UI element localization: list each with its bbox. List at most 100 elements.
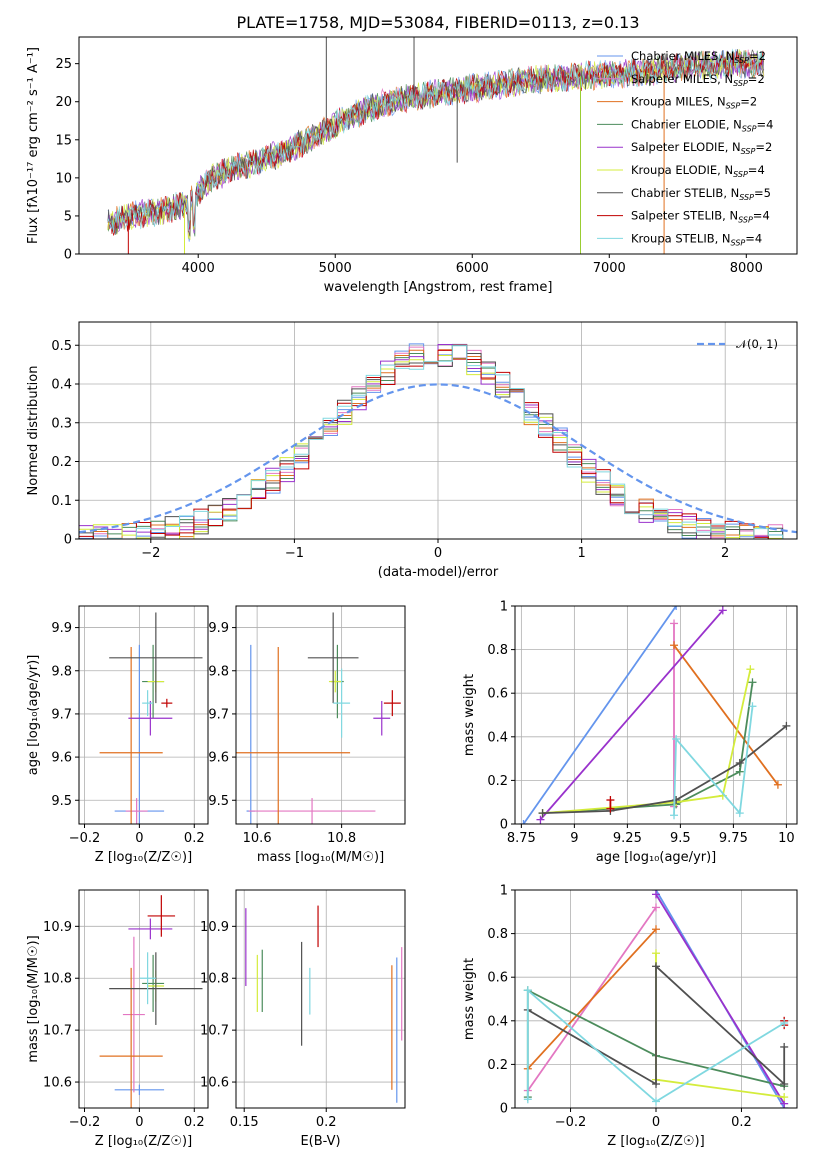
y-tick-label: 0.3 (51, 416, 72, 431)
weight-marker (538, 809, 547, 818)
plot-area (236, 612, 401, 824)
weight-line-2 (527, 928, 657, 1070)
axes-frame (235, 889, 406, 1109)
axes-frame (78, 889, 209, 1109)
x-axis-label: (data-model)/error (378, 565, 499, 580)
weight-marker (670, 619, 679, 628)
weight-marker (748, 702, 757, 711)
plot-area (79, 343, 797, 539)
legend: Chabrier MILES, NSSP=2 Salpeter MILES, NS… (597, 49, 773, 247)
y-tick-label: 9.5 (51, 794, 72, 809)
y-tick-label: 9.6 (51, 751, 72, 766)
y-axis-label: Flux [fλ10⁻¹⁷ erg cm⁻² s⁻¹ A⁻¹] (26, 47, 41, 244)
y-tick-label: 10.8 (200, 972, 229, 987)
x-tick-label: −0.2 (555, 1115, 587, 1130)
legend-model-name: Salpeter STELIB (631, 209, 722, 223)
legend-nssp: 4 (762, 209, 769, 223)
x-tick-label: 10 (778, 831, 795, 846)
data-point (307, 612, 359, 704)
legend-model-name: Salpeter MILES (631, 72, 717, 86)
weight-marker (748, 678, 757, 687)
x-tick-label: 4000 (182, 261, 215, 276)
weight-marker (735, 758, 744, 767)
weight-line-6 (527, 964, 786, 1087)
weight-marker (718, 606, 727, 615)
weight-line-0 (522, 606, 677, 824)
weight-marker (672, 734, 681, 743)
y-tick-label: 9.9 (51, 621, 72, 636)
data-point (373, 700, 391, 736)
data-point (328, 670, 342, 693)
plot-area (519, 606, 791, 824)
weight-marker (606, 796, 615, 805)
data-point (383, 690, 401, 717)
weight-marker (523, 1095, 532, 1104)
y-tick-label: 10 (55, 171, 72, 186)
legend-nssp: 5 (764, 186, 771, 200)
x-axis-label: E(B-V) (300, 1134, 340, 1149)
x-tick-label: 9.5 (670, 831, 691, 846)
y-tick-label: 0.4 (487, 730, 508, 745)
legend-entry: Kroupa ELODIE, NSSP=4 (631, 163, 765, 179)
x-axis-label: Z [log₁₀(Z/Z☉)] (95, 850, 192, 865)
x-axis-label: wavelength [Angstrom, rest frame] (324, 280, 553, 295)
legend-nssp: 2 (759, 49, 766, 63)
y-tick-label: 0.5 (51, 339, 72, 354)
legend-entry: Chabrier ELODIE, NSSP=4 (631, 117, 773, 133)
weight-line-4 (655, 893, 785, 1105)
axes-frame (514, 605, 798, 825)
weight-marker (780, 1042, 789, 1051)
x-tick-label: 0 (135, 1115, 143, 1130)
y-tick-label: 0.6 (487, 971, 508, 986)
data-point (99, 967, 163, 1108)
weight-line-5 (542, 669, 752, 814)
weight-marker (652, 1080, 660, 1089)
panel-residuals: −2 −1 0 1 2 0 0.1 0.2 0.3 0.4 0.5 (data-model)/erro… (26, 321, 798, 580)
legend-model-name: Kroupa MILES (631, 95, 710, 109)
y-tick-label: 9.5 (208, 794, 229, 809)
plot-area (107, 37, 765, 254)
legend-nssp: 2 (750, 95, 757, 109)
weight-marker (652, 925, 660, 934)
y-tick-label: 9.7 (208, 707, 229, 722)
data-point (248, 798, 376, 824)
spectrum-line-2 (107, 50, 765, 230)
weight-marker (780, 1080, 789, 1089)
x-tick-label: 9 (570, 831, 578, 846)
weight-marker (780, 1093, 789, 1102)
figure-title: PLATE=1758, MJD=53084, FIBERID=0113, z=0… (236, 13, 639, 32)
y-tick-label: 10.7 (200, 1024, 229, 1039)
weight-marker (606, 804, 615, 813)
x-tick-label: 10.8 (327, 831, 356, 846)
x-axis-label: mass [log₁₀(M/M☉)] (257, 850, 384, 865)
legend-entry: Chabrier MILES, NSSP=2 (631, 49, 766, 65)
y-tick-label: 10.6 (200, 1076, 229, 1091)
y-tick-label: 0 (64, 533, 72, 548)
x-tick-label: −1 (285, 546, 304, 561)
weight-line-6 (542, 725, 787, 814)
spectrum-line-4 (107, 50, 765, 234)
panel-spectrum: 4000 5000 6000 7000 80000510152025wavelength… (26, 36, 798, 295)
weight-line-4 (539, 609, 724, 821)
y-tick-label: 0.4 (51, 378, 72, 393)
y-tick-label: 0 (500, 1102, 508, 1117)
plot-area (99, 895, 203, 1108)
legend-nssp: 2 (757, 72, 764, 86)
y-axis-label: mass weight (462, 674, 477, 756)
y-tick-label: 0.2 (487, 774, 508, 789)
legend-model-name: Chabrier STELIB (631, 186, 723, 200)
weight-marker (746, 665, 755, 674)
legend-entry: Salpeter MILES, NSSP=2 (631, 72, 765, 88)
y-tick-label: 10.9 (200, 920, 229, 935)
data-point (109, 952, 203, 1025)
histogram-step-8 (79, 345, 797, 539)
plot-area (99, 612, 203, 824)
spectrum-line-8 (107, 48, 765, 233)
x-tick-label: −0.2 (69, 831, 101, 846)
y-tick-label: 0.4 (487, 1014, 508, 1029)
x-axis-label: age [log₁₀(age/yr)] (596, 850, 717, 865)
x-tick-label: −0.2 (69, 1115, 101, 1130)
y-tick-label: 5 (64, 209, 72, 224)
weight-marker (652, 890, 660, 899)
panel-weight-vs-age: 8.75 9 9.25 9.5 9.75 10 0 0.2 0.4 0.6 0.8 1 age [log… (462, 600, 798, 865)
